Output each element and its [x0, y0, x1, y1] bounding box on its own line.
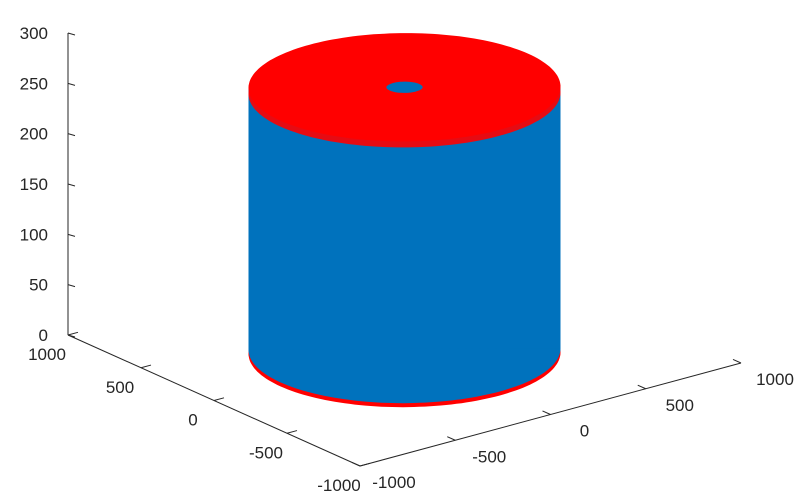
z-tick-label: 0 [39, 326, 48, 345]
axes-ticks [67, 32, 742, 467]
y-tick [213, 397, 225, 401]
x-tick [447, 436, 456, 441]
y-tick-label: 500 [106, 378, 134, 397]
y-tick [359, 462, 371, 467]
z-tick-label: 200 [20, 125, 48, 144]
z-tick [67, 133, 76, 137]
cylinder-side [248, 87, 561, 350]
y-tick [140, 364, 152, 369]
y-tick [67, 331, 79, 336]
x-tick [542, 410, 551, 415]
z-tick-label: 300 [20, 24, 48, 43]
z-tick-label: 100 [20, 225, 48, 244]
z-tick [67, 32, 76, 36]
x-tick-label: -500 [472, 447, 506, 466]
y-tick-label: -1000 [317, 476, 360, 495]
x-tick-label: 1000 [756, 370, 794, 389]
cylinder-surface [248, 33, 561, 408]
y-tick [286, 430, 298, 434]
z-tick-label: 50 [29, 276, 48, 295]
x-tick [732, 358, 742, 364]
z-tick [67, 334, 76, 338]
z-tick [67, 82, 76, 86]
cylinder-inner-hole [384, 79, 425, 95]
axes-tick-labels: -1000-50005001000-1000-50005001000050100… [20, 24, 794, 495]
z-tick-label: 150 [20, 175, 48, 194]
x-tick-label: 500 [666, 396, 694, 415]
x-tick-label: -1000 [372, 473, 415, 492]
z-tick [67, 233, 76, 237]
y-tick-label: 0 [188, 411, 197, 430]
z-tick [67, 284, 76, 288]
x-tick-label: 0 [580, 422, 589, 441]
x-tick [351, 461, 361, 467]
x-tick [637, 384, 646, 390]
z-tick-label: 250 [20, 74, 48, 93]
y-tick-label: -500 [249, 443, 283, 462]
z-tick [67, 183, 76, 187]
y-tick-label: 1000 [28, 345, 66, 364]
